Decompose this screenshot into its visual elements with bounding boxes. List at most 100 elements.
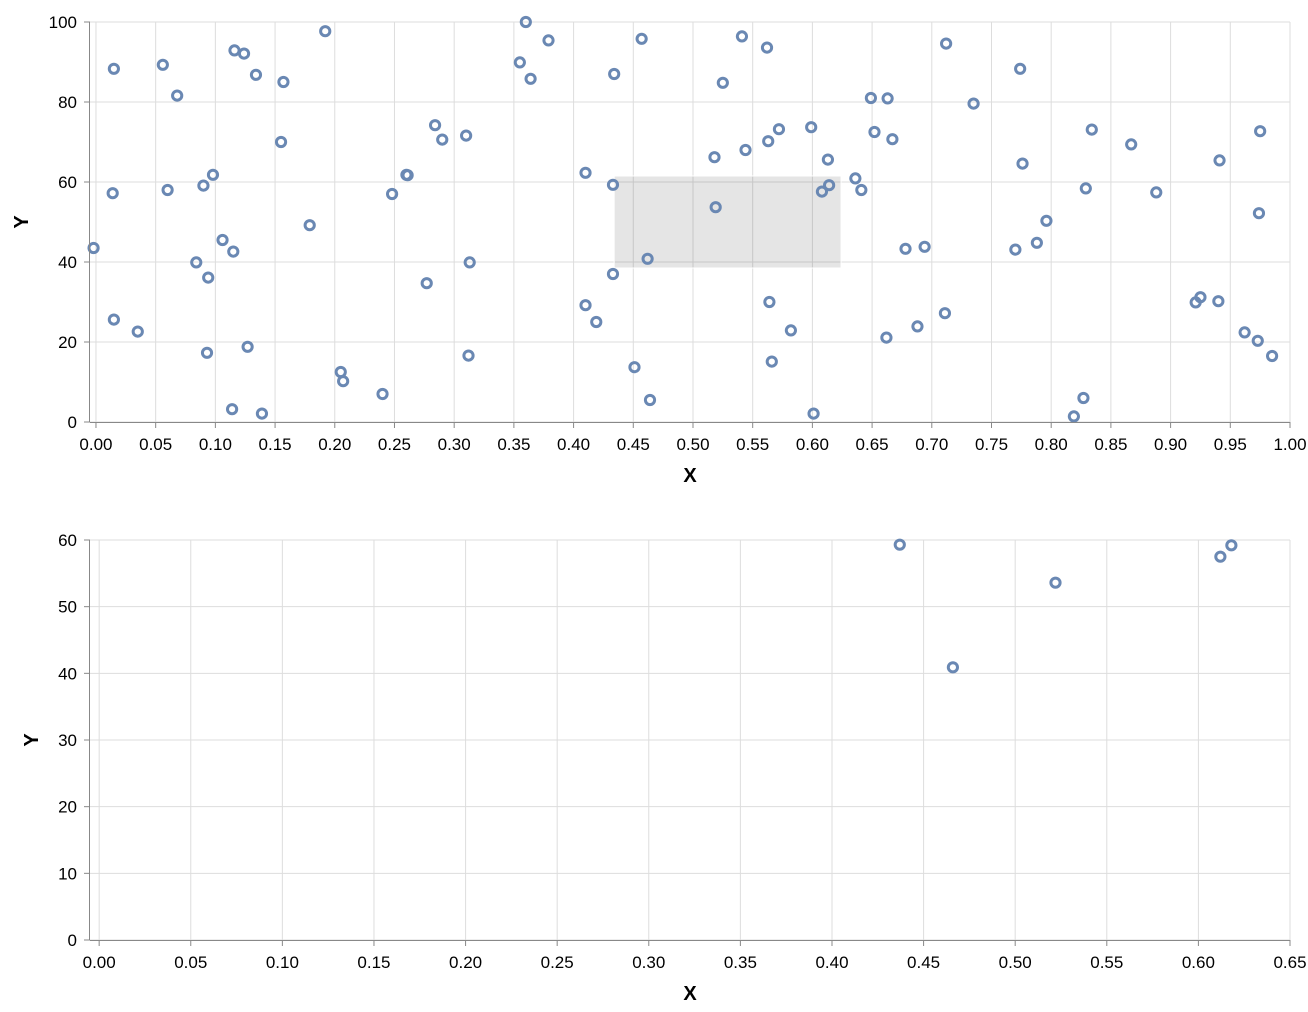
overview-x-tick-label: 0.65 <box>856 435 889 454</box>
overview-data-point <box>760 41 774 54</box>
overview-data-point <box>762 135 775 148</box>
detail-x-tick-label: 0.50 <box>999 953 1032 972</box>
overview-data-point <box>228 44 241 57</box>
overview-data-point <box>1016 157 1029 170</box>
overview-x-tick-label: 0.70 <box>915 435 948 454</box>
detail-x-tick-label: 0.60 <box>1182 953 1215 972</box>
detail-x-tick-label: 0.25 <box>541 953 574 972</box>
overview-data-point <box>513 56 526 69</box>
detail-data-point <box>1214 550 1227 563</box>
overview-x-axis-title: X <box>683 465 697 487</box>
overview-data-point <box>376 387 389 401</box>
overview-data-point <box>881 92 894 105</box>
overview-y-tick-label: 100 <box>49 13 77 32</box>
overview-data-point <box>200 346 214 359</box>
detail-data-point <box>1049 576 1062 589</box>
detail-gridlines <box>90 539 1291 941</box>
overview-data-point <box>579 166 592 179</box>
overview-points <box>87 15 1279 423</box>
overview-data-point <box>1251 334 1264 347</box>
detail-x-tick-label: 0.45 <box>907 953 940 972</box>
overview-data-point <box>1077 391 1090 405</box>
overview-data-point <box>190 256 203 269</box>
overview-data-point <box>590 315 603 329</box>
overview-x-tick-label: 0.75 <box>975 435 1008 454</box>
overview-data-point <box>1252 207 1266 220</box>
detail-y-tick-label: 60 <box>58 531 77 550</box>
overview-data-point <box>277 75 290 89</box>
overview-y-tick-label: 20 <box>58 333 77 352</box>
overview-data-point <box>635 32 648 45</box>
detail-y-tick-label: 10 <box>58 864 77 883</box>
overview-x-tick-label: 0.40 <box>557 435 590 454</box>
overview-scatter-chart[interactable]: 0.00 0.05 0.10 0.15 0.20 0.25 0.30 0.35 0.40 0.45… <box>11 13 1307 487</box>
detail-y-axis-title: Y <box>21 733 43 747</box>
overview-data-point <box>107 62 120 75</box>
overview-data-point <box>628 361 641 374</box>
overview-x-tick-label: 0.20 <box>318 435 351 454</box>
detail-x-tick-label: 0.10 <box>266 953 299 972</box>
overview-data-point <box>918 240 931 253</box>
overview-data-point <box>807 407 820 420</box>
overview-x-tick-label: 1.00 <box>1273 435 1306 454</box>
overview-data-point <box>784 324 797 337</box>
overview-data-point <box>1085 123 1098 136</box>
overview-data-point <box>249 68 263 81</box>
overview-data-point <box>763 295 776 309</box>
overview-brush-selection[interactable] <box>613 175 842 269</box>
overview-data-point <box>385 187 399 201</box>
overview-data-point <box>542 34 555 47</box>
overview-data-point <box>765 355 778 368</box>
detail-x-tick-label: 0.40 <box>815 953 848 972</box>
overview-data-point <box>1067 410 1080 423</box>
overview-data-point <box>606 178 620 191</box>
overview-data-point <box>1238 326 1251 339</box>
overview-x-tick-label: 0.10 <box>199 435 232 454</box>
detail-x-tick-label: 0.00 <box>83 953 116 972</box>
detail-x-tick-label: 0.05 <box>174 953 207 972</box>
overview-data-point <box>938 307 952 320</box>
detail-points <box>893 538 1238 674</box>
overview-x-tick-label: 0.30 <box>438 435 471 454</box>
overview-data-point <box>1150 186 1163 199</box>
overview-x-tick-label: 0.80 <box>1035 435 1068 454</box>
overview-x-tick-label: 0.55 <box>736 435 769 454</box>
overview-data-point <box>401 169 414 182</box>
detail-y-tick-label: 30 <box>58 731 77 750</box>
overview-data-point <box>519 15 532 29</box>
overview-data-point <box>1254 125 1267 138</box>
detail-data-point <box>893 538 906 551</box>
overview-data-point <box>641 252 654 265</box>
overview-data-point <box>1030 236 1043 249</box>
overview-x-tick-label: 0.15 <box>259 435 292 454</box>
detail-x-tick-label: 0.20 <box>449 953 482 972</box>
overview-x-tick-label: 0.95 <box>1214 435 1247 454</box>
overview-data-point <box>319 25 332 38</box>
overview-data-point <box>849 172 862 185</box>
detail-data-point <box>946 661 960 674</box>
overview-y-tick-label: 0 <box>68 413 77 432</box>
overview-data-point <box>940 37 953 50</box>
overview-data-point <box>1212 295 1225 308</box>
overview-data-point <box>303 219 316 232</box>
overview-data-point <box>864 91 877 105</box>
overview-data-point <box>428 119 442 132</box>
overview-data-point <box>772 123 786 136</box>
overview-data-point <box>880 331 893 344</box>
detail-y-tick-label: 40 <box>58 664 77 683</box>
overview-x-tick-label: 0.25 <box>378 435 411 454</box>
overview-data-point <box>708 151 721 164</box>
overview-data-point <box>237 47 251 60</box>
overview-data-point <box>107 313 120 326</box>
overview-data-point <box>709 201 722 214</box>
overview-data-point <box>815 185 829 198</box>
overview-data-point <box>823 179 836 192</box>
overview-data-point <box>735 30 749 43</box>
overview-data-point <box>225 403 239 416</box>
detail-y-tick-label: 50 <box>58 598 77 617</box>
overview-data-point <box>643 393 657 407</box>
overview-x-tick-label: 0.45 <box>617 435 650 454</box>
overview-data-point <box>274 135 288 149</box>
overview-x-tick-label: 0.05 <box>139 435 172 454</box>
overview-data-point <box>608 67 621 81</box>
